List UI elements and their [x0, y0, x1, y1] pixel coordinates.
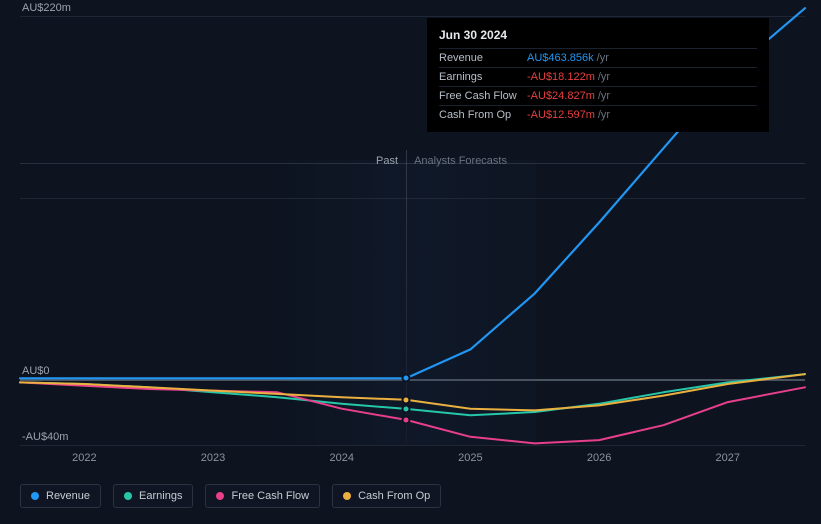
gridline [20, 445, 805, 446]
legend-dot-icon [343, 492, 351, 500]
x-axis-labels: 2022 2023 2024 2025 2026 2027 [20, 452, 805, 470]
tooltip-row-value: -AU$24.827m [527, 90, 595, 102]
tooltip-row: RevenueAU$463.856k/yr [439, 48, 757, 67]
tooltip-row-label: Earnings [439, 71, 527, 83]
legend-label: Revenue [46, 490, 90, 502]
x-axis-label: 2022 [72, 452, 96, 464]
tooltip-row-label: Revenue [439, 52, 527, 64]
legend-dot-icon [31, 492, 39, 500]
tooltip-row: Cash From Op-AU$12.597m/yr [439, 105, 757, 124]
marker-earnings [402, 404, 411, 413]
x-axis-label: 2023 [201, 452, 225, 464]
legend-dot-icon [124, 492, 132, 500]
tooltip-row-unit: /yr [598, 90, 610, 102]
legend-item-earnings[interactable]: Earnings [113, 484, 193, 508]
x-axis-label: 2027 [716, 452, 740, 464]
tooltip-row-value: -AU$12.597m [527, 109, 595, 121]
marker-cfo [402, 395, 411, 404]
legend-dot-icon [216, 492, 224, 500]
x-axis-label: 2025 [458, 452, 482, 464]
tooltip-date: Jun 30 2024 [439, 28, 757, 48]
tooltip-row-value: AU$463.856k [527, 52, 594, 64]
legend-label: Earnings [139, 490, 182, 502]
legend-item-fcf[interactable]: Free Cash Flow [205, 484, 320, 508]
legend-label: Free Cash Flow [231, 490, 309, 502]
tooltip-row-label: Cash From Op [439, 109, 527, 121]
x-axis-label: 2026 [587, 452, 611, 464]
tooltip-row-unit: /yr [597, 52, 609, 64]
y-axis-label: -AU$40m [22, 431, 68, 443]
tooltip-row-unit: /yr [598, 109, 610, 121]
tooltip-panel: Jun 30 2024 RevenueAU$463.856k/yrEarning… [427, 18, 769, 132]
series-line-cfo [20, 374, 805, 410]
marker-revenue [402, 374, 411, 383]
tooltip-row-unit: /yr [598, 71, 610, 83]
legend: Revenue Earnings Free Cash Flow Cash From O… [20, 484, 441, 508]
marker-fcf [402, 415, 411, 424]
y-axis-label: AU$0 [22, 365, 50, 377]
legend-label: Cash From Op [358, 490, 430, 502]
y-axis-label: AU$220m [22, 2, 71, 14]
series-line-earnings [20, 374, 805, 415]
x-axis-label: 2024 [329, 452, 353, 464]
tooltip-row: Free Cash Flow-AU$24.827m/yr [439, 86, 757, 105]
tooltip-row: Earnings-AU$18.122m/yr [439, 67, 757, 86]
tooltip-row-label: Free Cash Flow [439, 90, 527, 102]
legend-item-revenue[interactable]: Revenue [20, 484, 101, 508]
legend-item-cfo[interactable]: Cash From Op [332, 484, 441, 508]
tooltip-row-value: -AU$18.122m [527, 71, 595, 83]
